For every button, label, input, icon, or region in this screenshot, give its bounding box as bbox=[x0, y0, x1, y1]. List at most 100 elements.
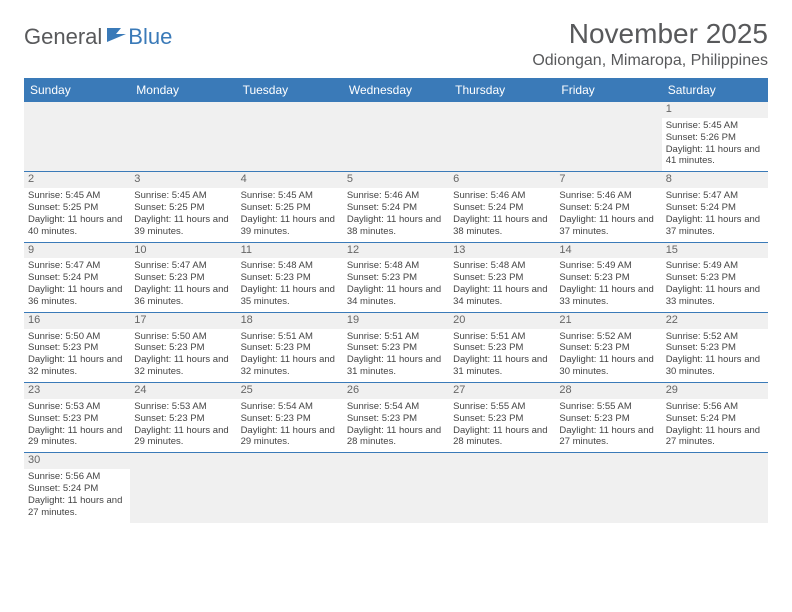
sunset-text: Sunset: 5:24 PM bbox=[28, 483, 126, 495]
day-cell: 16Sunrise: 5:50 AMSunset: 5:23 PMDayligh… bbox=[24, 313, 130, 382]
day-number: 7 bbox=[555, 172, 661, 188]
sunrise-text: Sunrise: 5:51 AM bbox=[347, 331, 445, 343]
daylight-text: Daylight: 11 hours and 27 minutes. bbox=[28, 495, 126, 519]
sunset-text: Sunset: 5:24 PM bbox=[559, 202, 657, 214]
day-number: 20 bbox=[449, 313, 555, 329]
sunrise-text: Sunrise: 5:45 AM bbox=[241, 190, 339, 202]
day-cell: 17 Sunrise: 5:50 AMSunset: 5:23 PMDayligh… bbox=[130, 313, 236, 382]
sunset-text: Sunset: 5:23 PM bbox=[28, 342, 126, 354]
sunset-text: Sunset: 5:23 PM bbox=[666, 342, 764, 354]
day-cell: 7Sunrise: 5:46 AMSunset: 5:24 PMDaylight… bbox=[555, 172, 661, 241]
sunset-text: Sunset: 5:23 PM bbox=[347, 413, 445, 425]
day-cell bbox=[343, 453, 449, 522]
day-cell bbox=[449, 102, 555, 171]
logo: General Blue bbox=[24, 24, 172, 50]
sunrise-text: Sunrise: 5:49 AM bbox=[559, 260, 657, 272]
day-cell: 29 Sunrise: 5:56 AMSunset: 5:24 PMDayligh… bbox=[662, 383, 768, 452]
sunrise-text: Sunrise: 5:50 AM bbox=[28, 331, 126, 343]
day-header: Tuesday bbox=[237, 78, 343, 102]
day-cell: 9Sunrise: 5:47 AMSunset: 5:24 PMDaylight… bbox=[24, 243, 130, 312]
day-number: 29 bbox=[662, 383, 768, 399]
daylight-text: Daylight: 11 hours and 32 minutes. bbox=[134, 354, 232, 378]
daylight-text: Daylight: 11 hours and 29 minutes. bbox=[28, 425, 126, 449]
daylight-text: Daylight: 11 hours and 32 minutes. bbox=[28, 354, 126, 378]
sunrise-text: Sunrise: 5:54 AM bbox=[347, 401, 445, 413]
day-number: 17 bbox=[130, 313, 236, 329]
day-number: 28 bbox=[555, 383, 661, 399]
day-number: 2 bbox=[24, 172, 130, 188]
day-number: 14 bbox=[555, 243, 661, 259]
sunset-text: Sunset: 5:23 PM bbox=[134, 413, 232, 425]
sunset-text: Sunset: 5:23 PM bbox=[134, 272, 232, 284]
daylight-text: Daylight: 11 hours and 31 minutes. bbox=[453, 354, 551, 378]
sunrise-text: Sunrise: 5:52 AM bbox=[559, 331, 657, 343]
sunset-text: Sunset: 5:26 PM bbox=[666, 132, 764, 144]
sunrise-text: Sunrise: 5:46 AM bbox=[347, 190, 445, 202]
sunrise-text: Sunrise: 5:47 AM bbox=[666, 190, 764, 202]
day-cell: 6Sunrise: 5:46 AMSunset: 5:24 PMDaylight… bbox=[449, 172, 555, 241]
sunrise-text: Sunrise: 5:51 AM bbox=[241, 331, 339, 343]
sunset-text: Sunset: 5:24 PM bbox=[666, 413, 764, 425]
day-cell: 13Sunrise: 5:48 AMSunset: 5:23 PMDayligh… bbox=[449, 243, 555, 312]
daylight-text: Daylight: 11 hours and 30 minutes. bbox=[666, 354, 764, 378]
day-cell: 27Sunrise: 5:55 AMSunset: 5:23 PMDayligh… bbox=[449, 383, 555, 452]
day-cell: 30Sunrise: 5:56 AMSunset: 5:24 PMDayligh… bbox=[24, 453, 130, 522]
sunset-text: Sunset: 5:25 PM bbox=[134, 202, 232, 214]
day-cell: 19Sunrise: 5:51 AMSunset: 5:23 PMDayligh… bbox=[343, 313, 449, 382]
daylight-text: Daylight: 11 hours and 35 minutes. bbox=[241, 284, 339, 308]
day-number: 6 bbox=[449, 172, 555, 188]
sunrise-text: Sunrise: 5:54 AM bbox=[241, 401, 339, 413]
day-header: Sunday bbox=[24, 78, 130, 102]
sunrise-text: Sunrise: 5:45 AM bbox=[666, 120, 764, 132]
location-subtitle: Odiongan, Mimaropa, Philippines bbox=[532, 52, 768, 70]
daylight-text: Daylight: 11 hours and 36 minutes. bbox=[134, 284, 232, 308]
sunset-text: Sunset: 5:23 PM bbox=[453, 342, 551, 354]
sunset-text: Sunset: 5:23 PM bbox=[134, 342, 232, 354]
sunset-text: Sunset: 5:25 PM bbox=[28, 202, 126, 214]
sunset-text: Sunset: 5:24 PM bbox=[347, 202, 445, 214]
day-number: 3 bbox=[130, 172, 236, 188]
day-cell: 8Sunrise: 5:47 AMSunset: 5:24 PMDaylight… bbox=[662, 172, 768, 241]
day-number: 26 bbox=[343, 383, 449, 399]
sunrise-text: Sunrise: 5:53 AM bbox=[134, 401, 232, 413]
day-cell: 4Sunrise: 5:45 AMSunset: 5:25 PMDaylight… bbox=[237, 172, 343, 241]
sunrise-text: Sunrise: 5:53 AM bbox=[28, 401, 126, 413]
day-header: Saturday bbox=[662, 78, 768, 102]
day-number: 12 bbox=[343, 243, 449, 259]
daylight-text: Daylight: 11 hours and 29 minutes. bbox=[241, 425, 339, 449]
sunset-text: Sunset: 5:23 PM bbox=[559, 272, 657, 284]
sunrise-text: Sunrise: 5:48 AM bbox=[347, 260, 445, 272]
day-number: 9 bbox=[24, 243, 130, 259]
sunset-text: Sunset: 5:23 PM bbox=[559, 413, 657, 425]
calendar-grid: SundayMondayTuesdayWednesdayThursdayFrid… bbox=[24, 78, 768, 523]
day-cell: 18Sunrise: 5:51 AMSunset: 5:23 PMDayligh… bbox=[237, 313, 343, 382]
daylight-text: Daylight: 11 hours and 38 minutes. bbox=[347, 214, 445, 238]
sunset-text: Sunset: 5:24 PM bbox=[453, 202, 551, 214]
daylight-text: Daylight: 11 hours and 30 minutes. bbox=[559, 354, 657, 378]
logo-text-blue: Blue bbox=[128, 24, 172, 50]
daylight-text: Daylight: 11 hours and 29 minutes. bbox=[134, 425, 232, 449]
daylight-text: Daylight: 11 hours and 37 minutes. bbox=[559, 214, 657, 238]
day-number: 22 bbox=[662, 313, 768, 329]
day-number: 15 bbox=[662, 243, 768, 259]
day-number: 4 bbox=[237, 172, 343, 188]
daylight-text: Daylight: 11 hours and 27 minutes. bbox=[666, 425, 764, 449]
sunset-text: Sunset: 5:23 PM bbox=[241, 342, 339, 354]
week-row: 9Sunrise: 5:47 AMSunset: 5:24 PMDaylight… bbox=[24, 243, 768, 313]
sunset-text: Sunset: 5:23 PM bbox=[347, 342, 445, 354]
day-cell bbox=[237, 102, 343, 171]
day-cell: 2Sunrise: 5:45 AMSunset: 5:25 PMDaylight… bbox=[24, 172, 130, 241]
daylight-text: Daylight: 11 hours and 39 minutes. bbox=[241, 214, 339, 238]
day-cell bbox=[555, 102, 661, 171]
sunrise-text: Sunrise: 5:56 AM bbox=[666, 401, 764, 413]
sunrise-text: Sunrise: 5:46 AM bbox=[453, 190, 551, 202]
sunrise-text: Sunrise: 5:50 AM bbox=[134, 331, 232, 343]
daylight-text: Daylight: 11 hours and 33 minutes. bbox=[559, 284, 657, 308]
day-header: Thursday bbox=[449, 78, 555, 102]
day-cell: 28Sunrise: 5:55 AMSunset: 5:23 PMDayligh… bbox=[555, 383, 661, 452]
day-header: Wednesday bbox=[343, 78, 449, 102]
sunset-text: Sunset: 5:23 PM bbox=[453, 272, 551, 284]
sunrise-text: Sunrise: 5:48 AM bbox=[453, 260, 551, 272]
day-number: 27 bbox=[449, 383, 555, 399]
sunset-text: Sunset: 5:23 PM bbox=[453, 413, 551, 425]
